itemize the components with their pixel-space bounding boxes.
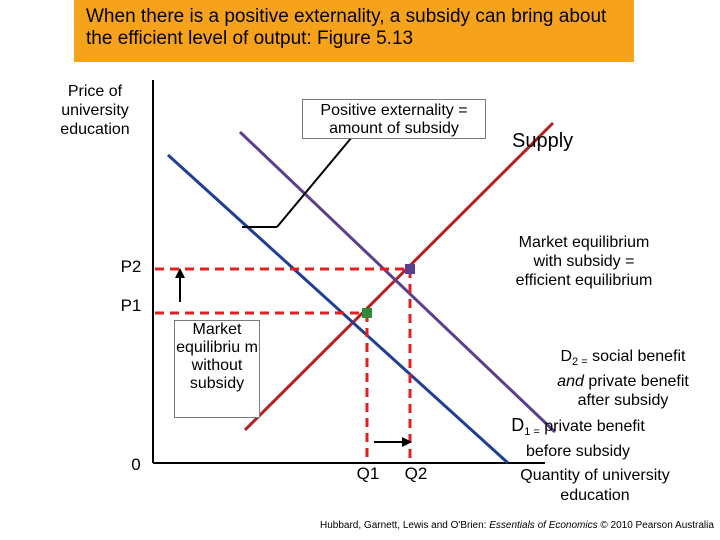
q2-label-text: Q2	[404, 464, 428, 483]
x-axis-label-text: Quantity of university education	[520, 467, 670, 504]
market-without-subsidy-box: Market equilibriu m without subsidy	[174, 320, 260, 418]
quantity-change-arrowhead	[402, 437, 412, 447]
market-without-subsidy-text: Market equilibriu m without subsidy	[176, 321, 258, 392]
equilibrium-with-subsidy-point	[405, 264, 415, 274]
d1-prefix: D	[511, 415, 525, 435]
d2-text-part1: social benefit	[587, 348, 686, 365]
q1-label: Q1	[350, 465, 386, 483]
externality-box-text: Positive externality = amount of subsidy	[320, 102, 468, 137]
credit-publisher: © 2010 Pearson Australia	[597, 520, 714, 531]
credit-line: Hubbard, Garnett, Lewis and O'Brien: Ess…	[320, 520, 720, 531]
d2-subscript: 2 =	[572, 356, 588, 369]
p1-label: P1	[114, 297, 148, 315]
market-with-subsidy-box: Market equilibrium with subsidy = effici…	[508, 232, 660, 291]
d1-subscript: 1 =	[524, 426, 540, 439]
externality-pointer-line	[276, 136, 353, 228]
y-axis-label: Price of university education	[44, 82, 146, 139]
p2-label-text: P2	[120, 257, 142, 276]
p1-label-text: P1	[120, 296, 142, 315]
q1-label-text: Q1	[356, 464, 380, 483]
market-with-subsidy-text: Market equilibrium with subsidy = effici…	[515, 234, 653, 289]
d2-label: D2 = social benefit and private benefit …	[548, 347, 698, 410]
credit-book-title: Essentials of Economics	[489, 520, 598, 531]
d1-text: private benefit before subsidy	[525, 418, 645, 461]
q2-label: Q2	[398, 465, 434, 483]
equilibrium-without-subsidy-point	[362, 308, 372, 318]
credit-authors: Hubbard, Garnett, Lewis and O'Brien:	[320, 520, 490, 531]
externality-gap-arrowhead	[175, 268, 185, 278]
p2-label: P2	[114, 258, 148, 276]
y-axis-label-text: Price of university education	[60, 83, 130, 138]
demand-d2-curve	[238, 130, 557, 434]
externality-box: Positive externality = amount of subsidy	[302, 99, 486, 139]
x-axis-label: Quantity of university education	[500, 466, 690, 506]
d1-label: D1 = private benefit before subsidy	[508, 416, 648, 461]
supply-curve	[243, 121, 555, 432]
supply-label: Supply	[512, 130, 596, 152]
d2-prefix: D	[560, 348, 573, 365]
supply-label-text: Supply	[512, 130, 574, 152]
demand-d1-curve	[166, 153, 510, 465]
slide-title: When there is a positive externality, a …	[74, 0, 634, 62]
d2-text-and: and	[557, 373, 584, 391]
origin-label-text: 0	[131, 455, 141, 474]
origin-label: 0	[126, 456, 146, 474]
slide-title-text: When there is a positive externality, a …	[86, 6, 607, 49]
d2-text-part2: private benefit after subsidy	[577, 373, 689, 410]
